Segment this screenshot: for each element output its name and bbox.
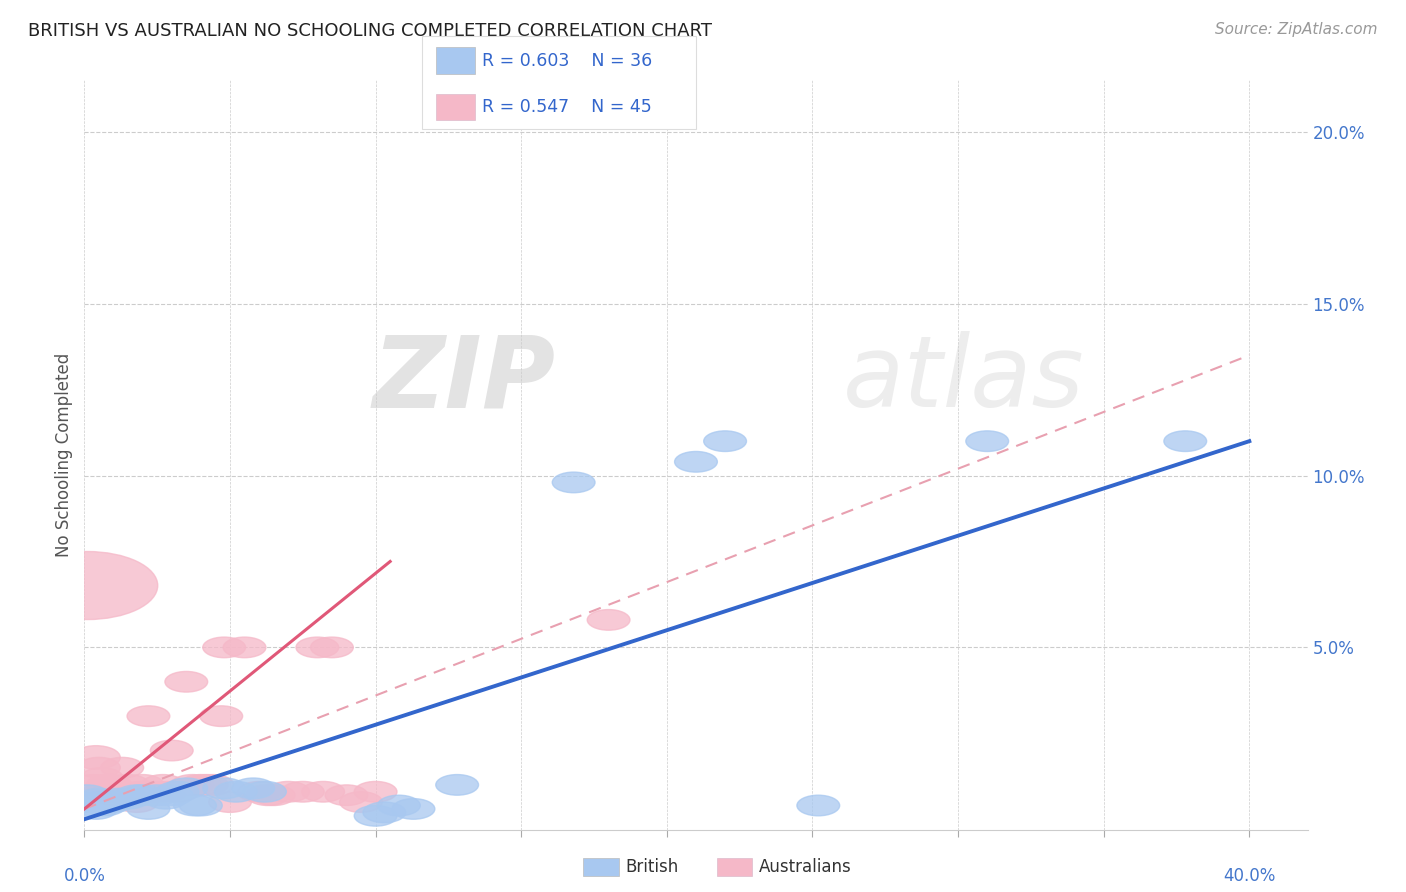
Text: R = 0.603    N = 36: R = 0.603 N = 36 [482, 52, 652, 70]
Ellipse shape [80, 768, 124, 789]
Ellipse shape [232, 778, 274, 798]
Ellipse shape [281, 781, 325, 802]
Ellipse shape [98, 789, 141, 809]
Ellipse shape [121, 774, 165, 795]
Ellipse shape [165, 778, 208, 798]
Ellipse shape [156, 781, 198, 802]
Ellipse shape [202, 778, 246, 798]
Ellipse shape [66, 785, 108, 805]
Ellipse shape [72, 774, 114, 795]
Ellipse shape [75, 798, 117, 819]
Ellipse shape [156, 781, 198, 802]
Ellipse shape [378, 795, 420, 816]
Ellipse shape [224, 637, 266, 657]
Ellipse shape [246, 785, 290, 805]
Ellipse shape [112, 785, 155, 805]
Ellipse shape [340, 792, 382, 813]
Text: 0.0%: 0.0% [63, 867, 105, 886]
Ellipse shape [966, 431, 1008, 451]
Text: 40.0%: 40.0% [1223, 867, 1275, 886]
Ellipse shape [208, 792, 252, 813]
Ellipse shape [704, 431, 747, 451]
Ellipse shape [297, 637, 339, 657]
Ellipse shape [797, 795, 839, 816]
Ellipse shape [83, 781, 127, 802]
Ellipse shape [69, 792, 111, 813]
Ellipse shape [588, 609, 630, 631]
Ellipse shape [86, 792, 129, 813]
Ellipse shape [165, 672, 208, 692]
Ellipse shape [77, 757, 121, 778]
Ellipse shape [180, 795, 222, 816]
Text: Source: ZipAtlas.com: Source: ZipAtlas.com [1215, 22, 1378, 37]
Ellipse shape [267, 781, 309, 802]
Ellipse shape [83, 795, 127, 816]
Ellipse shape [354, 805, 396, 826]
Ellipse shape [107, 789, 149, 809]
Ellipse shape [215, 781, 257, 802]
Ellipse shape [72, 795, 114, 816]
Ellipse shape [238, 781, 280, 802]
Ellipse shape [118, 781, 162, 802]
Ellipse shape [115, 785, 157, 805]
Ellipse shape [89, 774, 132, 795]
Ellipse shape [98, 781, 141, 802]
Ellipse shape [101, 757, 143, 778]
Ellipse shape [150, 740, 193, 761]
Ellipse shape [354, 781, 396, 802]
Ellipse shape [243, 781, 287, 802]
Ellipse shape [150, 785, 193, 805]
Ellipse shape [186, 774, 228, 795]
Ellipse shape [145, 789, 187, 809]
Ellipse shape [202, 637, 246, 657]
Ellipse shape [127, 706, 170, 726]
Ellipse shape [107, 774, 149, 795]
Ellipse shape [17, 551, 157, 620]
Ellipse shape [1164, 431, 1206, 451]
Ellipse shape [325, 785, 368, 805]
Ellipse shape [200, 706, 243, 726]
Ellipse shape [77, 789, 121, 809]
Ellipse shape [311, 637, 353, 657]
Ellipse shape [363, 802, 406, 822]
Ellipse shape [191, 774, 233, 795]
Ellipse shape [93, 785, 135, 805]
Ellipse shape [302, 781, 344, 802]
Ellipse shape [121, 785, 165, 805]
Ellipse shape [675, 451, 717, 472]
Ellipse shape [80, 792, 124, 813]
Ellipse shape [129, 781, 173, 802]
Ellipse shape [180, 774, 222, 795]
Ellipse shape [392, 798, 434, 819]
Ellipse shape [170, 774, 214, 795]
Ellipse shape [127, 798, 170, 819]
Ellipse shape [174, 795, 217, 816]
Ellipse shape [86, 774, 129, 795]
Ellipse shape [145, 781, 187, 802]
Ellipse shape [136, 785, 179, 805]
Ellipse shape [72, 746, 121, 769]
Ellipse shape [436, 774, 478, 795]
Text: BRITISH VS AUSTRALIAN NO SCHOOLING COMPLETED CORRELATION CHART: BRITISH VS AUSTRALIAN NO SCHOOLING COMPL… [28, 22, 711, 40]
Text: British: British [626, 858, 679, 876]
Text: R = 0.547    N = 45: R = 0.547 N = 45 [482, 98, 652, 116]
Text: Australians: Australians [759, 858, 852, 876]
Y-axis label: No Schooling Completed: No Schooling Completed [55, 353, 73, 557]
Ellipse shape [136, 781, 179, 802]
Ellipse shape [142, 774, 184, 795]
Ellipse shape [115, 792, 157, 813]
Ellipse shape [553, 472, 595, 492]
Ellipse shape [124, 781, 167, 802]
Ellipse shape [252, 785, 295, 805]
Text: atlas: atlas [842, 332, 1084, 428]
Text: ZIP: ZIP [373, 332, 555, 428]
Ellipse shape [93, 792, 135, 813]
